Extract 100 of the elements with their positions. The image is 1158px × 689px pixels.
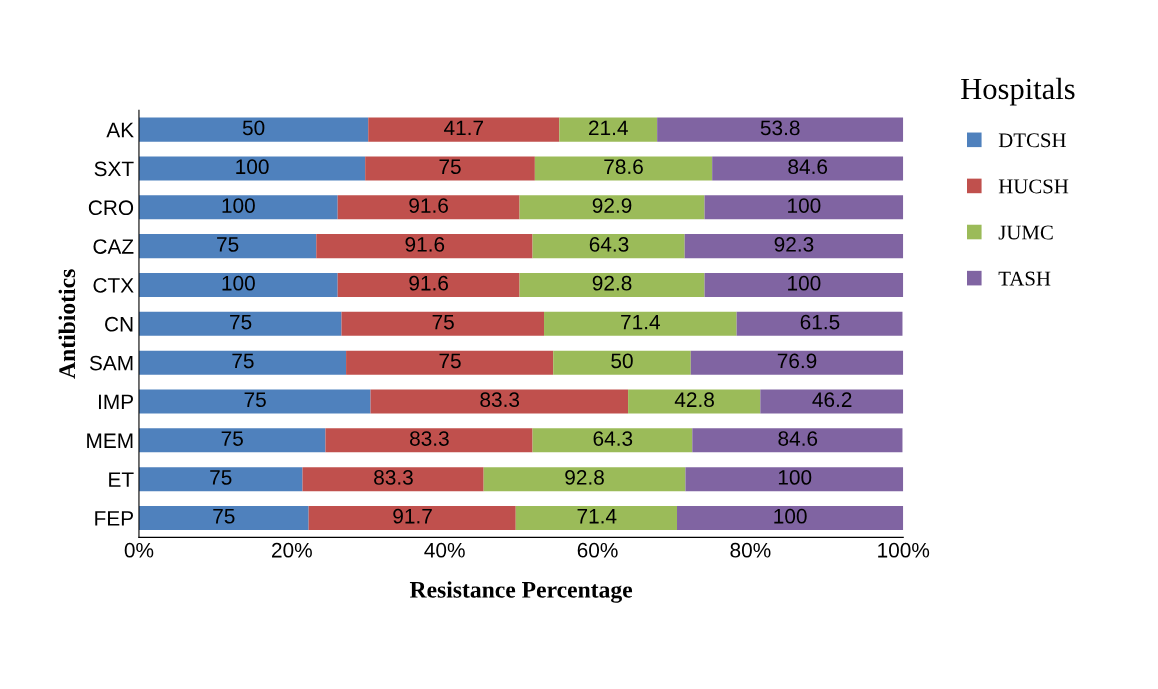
bar — [534, 156, 713, 181]
x-tick-label: 40% — [424, 542, 465, 558]
bar — [628, 389, 761, 414]
bar — [692, 428, 903, 453]
annotation: 100 — [222, 275, 255, 291]
bar — [532, 428, 693, 453]
x-axis-title: Resistance Percentage — [409, 581, 633, 603]
bar — [553, 350, 691, 375]
annotation: 83.3 — [374, 470, 413, 485]
annotation: 75 — [213, 509, 235, 524]
bar — [736, 311, 903, 336]
bar — [677, 505, 904, 531]
bar — [138, 272, 338, 298]
bar — [138, 234, 317, 259]
annotation: 100 — [222, 198, 255, 213]
annotation: 42.8 — [674, 392, 714, 408]
annotation: 64.3 — [593, 431, 633, 446]
annotation: 75 — [439, 159, 461, 175]
bar — [341, 311, 545, 336]
annotation: 91.7 — [393, 508, 432, 524]
legend-label: JUMC — [998, 225, 1053, 240]
annotation: 75 — [432, 314, 454, 330]
y-tick-label: CAZ — [93, 239, 134, 254]
annotation: 46.2 — [812, 392, 852, 408]
annotation: 83.3 — [480, 392, 520, 408]
annotation: 41.7 — [443, 120, 484, 136]
annotation: 53.8 — [760, 120, 800, 136]
y-tick-label: CTX — [93, 278, 134, 293]
bar — [138, 467, 303, 492]
bar — [657, 117, 904, 142]
bar — [370, 389, 629, 414]
y-tick-label: SAM — [89, 355, 133, 371]
annotation: 91.6 — [409, 275, 448, 291]
annotation: 75 — [221, 431, 243, 446]
annotation: 75 — [244, 392, 266, 408]
bar — [559, 117, 658, 142]
annotation: 91.6 — [409, 198, 448, 213]
annotation: 92.9 — [592, 198, 632, 213]
y-tick-label: SXT — [94, 161, 134, 177]
annotation: 100 — [788, 275, 821, 291]
annotation: 64.3 — [589, 237, 629, 252]
annotation: 75 — [232, 353, 254, 369]
bar — [138, 311, 342, 336]
annotation: 75 — [217, 237, 239, 252]
bar — [712, 156, 904, 181]
bar — [515, 505, 678, 531]
bar — [138, 428, 326, 453]
bar — [138, 117, 369, 142]
bar — [302, 467, 484, 492]
bar — [346, 350, 554, 375]
annotation: 71.4 — [577, 509, 617, 524]
bar — [684, 234, 904, 259]
bar — [138, 389, 371, 414]
bar — [519, 272, 705, 298]
bar — [138, 350, 347, 375]
legend-label: TASH — [998, 271, 1051, 286]
x-tick-label: 60% — [577, 542, 618, 558]
bar — [690, 350, 904, 375]
annotation: 61.5 — [800, 314, 840, 330]
bar — [519, 195, 705, 220]
bar — [760, 389, 904, 414]
annotation: 92.3 — [774, 237, 814, 252]
bar — [138, 156, 366, 181]
bar — [532, 234, 685, 259]
y-axis-title: Antibiotics — [58, 269, 76, 379]
annotation: 91.6 — [405, 237, 445, 252]
bar — [308, 505, 516, 531]
annotation: 50 — [242, 120, 265, 136]
y-tick-label: MEM — [87, 433, 133, 448]
bar — [544, 311, 737, 336]
y-tick-label: FEP — [95, 511, 133, 526]
annotation: 100 — [778, 470, 812, 485]
bar — [368, 117, 560, 142]
annotation: 21.4 — [589, 120, 628, 136]
legend-label: DTCSH — [998, 133, 1066, 148]
bar — [337, 272, 520, 298]
legend-label: HUCSH — [998, 179, 1069, 194]
x-tick-label: 80% — [730, 542, 771, 558]
x-tick-label: 100% — [878, 542, 930, 558]
bar — [685, 467, 904, 492]
annotation: 84.6 — [788, 159, 828, 175]
annotation: 100 — [236, 159, 269, 175]
y-tick-label: CN — [105, 316, 133, 332]
bar — [138, 195, 338, 220]
annotation: 84.6 — [778, 431, 818, 446]
bar — [365, 156, 535, 181]
annotation: 92.8 — [592, 275, 632, 291]
annotation: 75 — [230, 314, 252, 330]
annotation: 100 — [774, 508, 807, 524]
bar — [704, 272, 904, 298]
annotation: 75 — [439, 353, 461, 369]
y-tick-label: IMP — [98, 394, 133, 410]
x-tick-label: 0% — [124, 542, 154, 558]
bar — [138, 505, 309, 531]
annotation: 78.6 — [604, 159, 643, 175]
y-tick-label: AK — [106, 122, 134, 138]
annotation: 83.3 — [410, 431, 449, 446]
annotation: 50 — [611, 353, 633, 369]
annotation: 92.8 — [565, 470, 604, 485]
bar — [337, 195, 520, 220]
